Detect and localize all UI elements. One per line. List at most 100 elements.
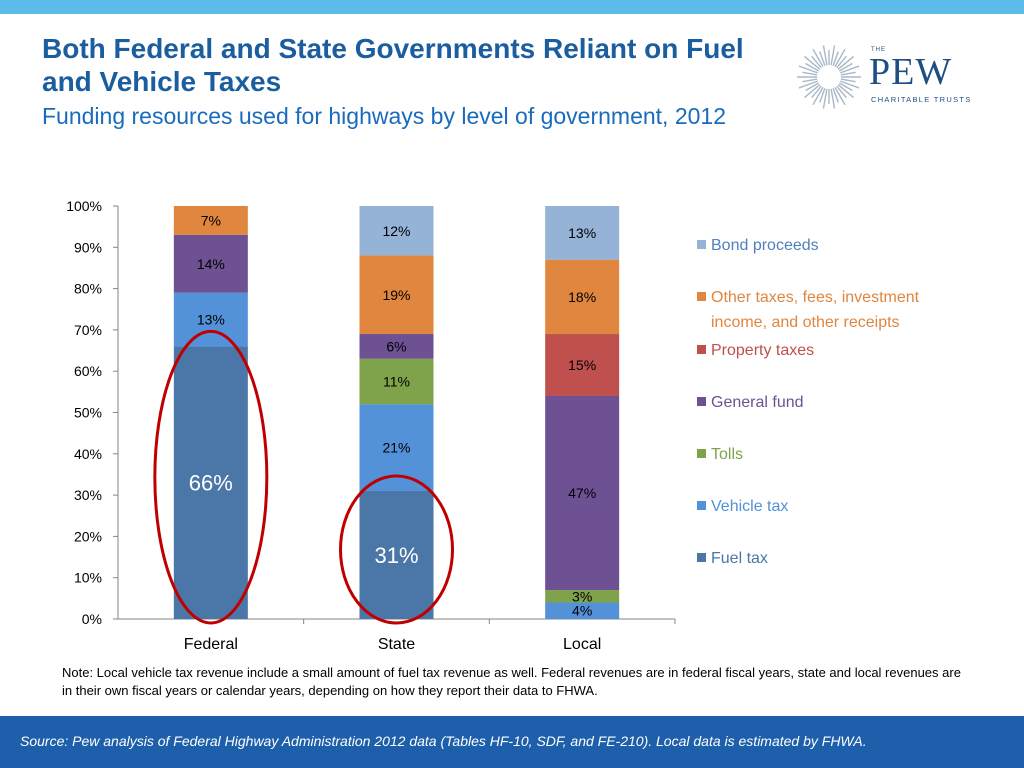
data-label: 14% <box>197 256 225 272</box>
legend-swatch <box>697 553 706 562</box>
sunburst-ray <box>832 88 839 103</box>
bar-segment <box>545 259 620 335</box>
data-label: 7% <box>201 212 221 228</box>
sunburst-ray <box>830 88 836 109</box>
chart-note: Note: Local vehicle tax revenue include … <box>62 665 961 698</box>
sunburst-ray <box>839 62 853 72</box>
bar-segment <box>359 358 434 405</box>
y-tick-label: 100% <box>66 198 102 214</box>
legend-label: General fund <box>711 394 804 411</box>
sunburst-ray <box>836 85 847 99</box>
data-label: 66% <box>189 471 233 496</box>
legend-swatch <box>697 501 706 510</box>
y-tick-label: 60% <box>74 363 102 379</box>
data-label: 21% <box>382 440 410 456</box>
slide-title: Both Federal and State Governments Relia… <box>42 33 744 97</box>
x-tick-label: Local <box>563 636 601 653</box>
sunburst-ray <box>840 80 860 89</box>
sunburst-ray <box>840 65 860 74</box>
logo-the: THE <box>871 47 886 53</box>
bar-segment <box>359 490 434 619</box>
bar-segment <box>359 255 434 335</box>
pew-logo: THE PEW CHARITABLE TRUSTS <box>794 42 974 112</box>
sunburst-icon <box>797 45 861 109</box>
data-label: 15% <box>568 357 596 373</box>
bar-segment <box>545 334 620 396</box>
sunburst-ray <box>840 78 856 83</box>
sunburst-ray <box>812 48 824 67</box>
y-tick-label: 20% <box>74 528 102 544</box>
sunburst-ray <box>830 45 836 66</box>
highlight-ellipse <box>153 329 269 625</box>
data-label: 18% <box>568 289 596 305</box>
data-label: 12% <box>382 223 410 239</box>
top-accent-bar <box>0 0 1024 14</box>
y-tick-label: 50% <box>74 405 102 421</box>
legend-label: Fuel tax <box>711 550 768 567</box>
sunburst-ray <box>836 55 847 69</box>
bar-segment <box>173 292 248 347</box>
sunburst-ray <box>805 82 819 92</box>
data-label: 47% <box>568 485 596 501</box>
sunburst-ray <box>832 51 839 66</box>
sunburst-ray <box>804 84 821 99</box>
sunburst-ray <box>822 45 828 66</box>
legend-label: Tolls <box>711 446 743 463</box>
logo-tagline: CHARITABLE TRUSTS <box>871 95 972 104</box>
sunburst-ray <box>837 55 854 70</box>
highlight-ellipse <box>339 474 454 625</box>
data-label: 4% <box>572 603 592 619</box>
slide-subtitle: Funding resources used for highways by l… <box>42 103 727 129</box>
sunburst-ray <box>805 62 819 72</box>
x-tick-label: State <box>378 636 415 653</box>
sunburst-ray <box>798 65 818 74</box>
data-label: 3% <box>572 588 592 604</box>
source-footer: Source: Pew analysis of Federal Highway … <box>0 716 1024 768</box>
sunburst-ray <box>839 82 853 92</box>
sunburst-ray <box>811 85 822 99</box>
sunburst-ray <box>840 71 856 76</box>
data-label: 6% <box>386 338 406 354</box>
sunburst-ray <box>822 88 828 109</box>
bar-segment <box>545 602 620 619</box>
sunburst-ray <box>834 48 846 67</box>
bar-segment <box>359 334 434 359</box>
legend-label: Other taxes, fees, investment <box>711 289 920 306</box>
sunburst-ray <box>804 55 821 70</box>
sunburst-ray <box>837 84 854 99</box>
data-label: 13% <box>568 225 596 241</box>
legend-label: Property taxes <box>711 342 814 359</box>
y-tick-label: 90% <box>74 239 102 255</box>
legend-label: Vehicle tax <box>711 498 788 515</box>
stacked-bar-chart: 0% 10% 20% 30% 40% 50% 60% 70% 80% 90% 100% 66% 13% 1… <box>66 198 920 653</box>
legend-label: income, and other receipts <box>711 314 900 331</box>
bar-segment <box>545 590 620 603</box>
sunburst-ray <box>819 88 826 103</box>
y-tick-label: 0% <box>82 611 102 627</box>
y-tick-label: 80% <box>74 281 102 297</box>
legend-swatch <box>697 397 706 406</box>
bar-segment <box>173 234 248 293</box>
y-tick-label: 70% <box>74 322 102 338</box>
sunburst-ray <box>802 78 818 83</box>
data-label: 13% <box>197 312 225 328</box>
legend-swatch <box>697 345 706 354</box>
bar-segment <box>545 395 620 591</box>
data-label: 11% <box>383 374 410 390</box>
legend-swatch <box>697 292 706 301</box>
bar-segment <box>359 206 434 256</box>
logo-name: PEW <box>869 51 953 93</box>
legend-label: Bond proceeds <box>711 237 819 254</box>
data-label: 19% <box>382 287 410 303</box>
sunburst-ray <box>812 87 824 106</box>
legend-swatch <box>697 449 706 458</box>
sunburst-ray <box>811 55 822 69</box>
sunburst-ray <box>834 87 846 106</box>
y-tick-label: 10% <box>74 570 102 586</box>
bar-segment <box>173 206 248 235</box>
bar-segment <box>173 346 248 619</box>
sunburst-ray <box>798 80 818 89</box>
sunburst-ray <box>802 71 818 76</box>
y-tick-label: 30% <box>74 487 102 503</box>
data-label: 31% <box>374 543 418 568</box>
